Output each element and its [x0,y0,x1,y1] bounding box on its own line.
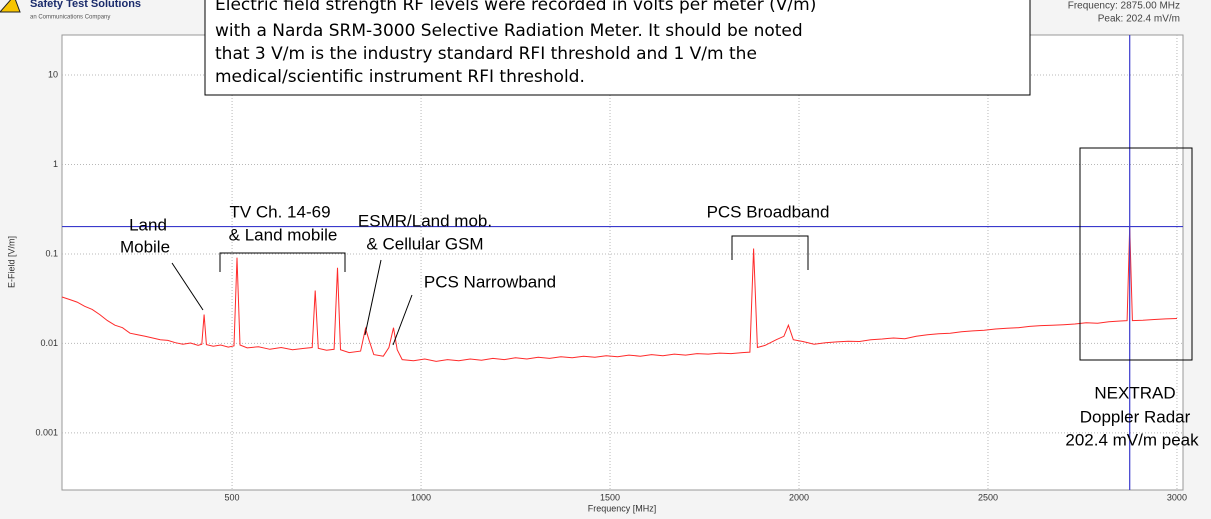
annotation: TV Ch. 14-69 [229,202,330,221]
logo-name: Safety Test Solutions [30,0,141,10]
plot-area [61,34,1184,491]
note-box [204,0,1031,96]
annotation: Mobile [120,237,170,256]
highlight-box [1079,147,1193,361]
note-line: with a Narda SRM-3000 Selective Radiatio… [215,21,803,41]
trace [61,226,1178,362]
logo-icon [0,0,21,13]
bracket [731,235,809,270]
bracket [219,252,346,272]
readout-frequency: Frequency: 2875.00 MHz [1068,1,1180,12]
y-tick-label: 0.01 [40,338,58,348]
annotation: NEXTRAD [1094,383,1175,402]
pointer [364,259,382,336]
y-tick-label: 1 [53,159,58,169]
x-tick-label: 500 [225,492,240,502]
note-line: that 3 V/m is the industry standard RFI … [215,44,757,64]
y-axis-label: E-Field [V/m] [6,236,16,288]
note-line: medical/scientific instrument RFI thresh… [215,67,585,87]
y-tick-label: 10 [48,69,58,79]
x-tick-label: 1500 [600,492,620,502]
annotation: Land [129,215,167,234]
y-tick-label: 0.001 [35,427,58,437]
note-line: Electric field strength RF levels were r… [215,0,816,15]
annotation: & Cellular GSM [366,234,483,253]
annotation: 202.4 mV/m peak [1065,430,1199,449]
annotation: Doppler Radar [1080,407,1191,426]
annotation: ESMR/Land mob. [358,211,492,230]
pointer [392,294,413,346]
x-tick-label: 1000 [411,492,431,502]
pointer [171,262,204,311]
x-tick-label: 3000 [1167,492,1187,502]
annotation: & Land mobile [229,225,338,244]
annotation: PCS Narrowband [424,272,556,291]
y-tick-label: 0.1 [45,248,58,258]
annotation: PCS Broadband [707,202,830,221]
x-tick-label: 2000 [789,492,809,502]
x-tick-label: 2500 [978,492,998,502]
x-axis-label: Frequency [MHz] [588,503,657,513]
readout-peak: Peak: 202.4 mV/m [1098,14,1180,25]
logo-tagline: an Communications Company [30,15,110,21]
